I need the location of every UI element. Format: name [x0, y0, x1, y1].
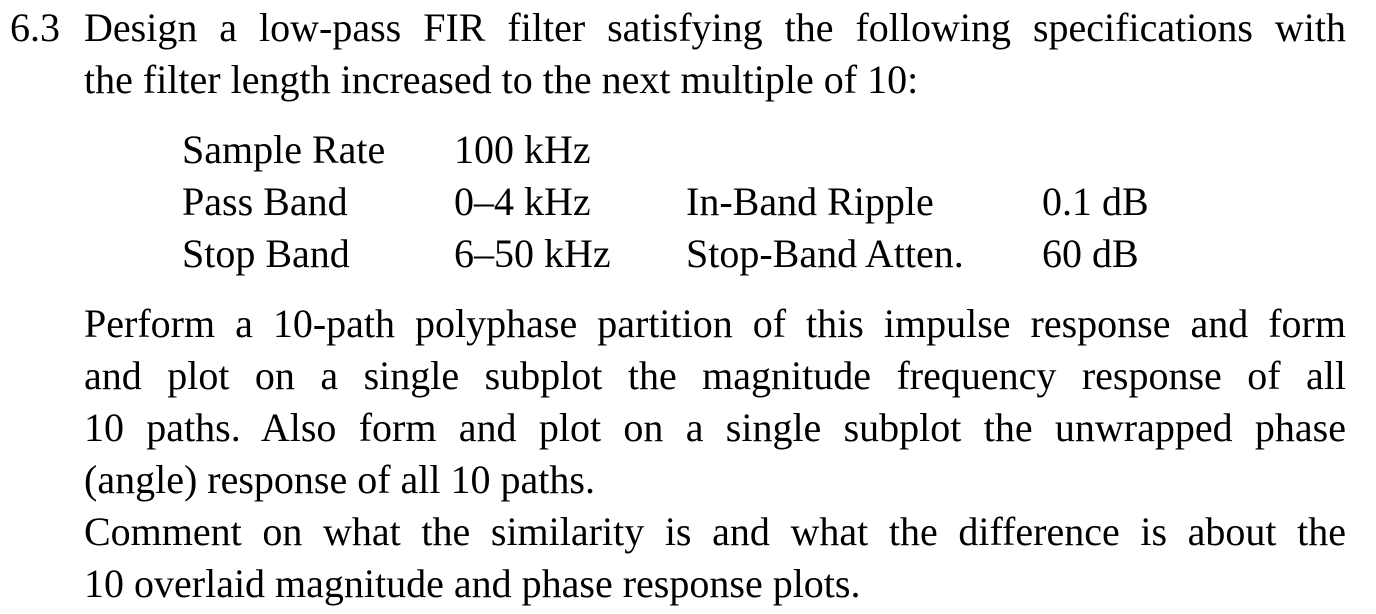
spec-label: Sample Rate [182, 127, 386, 172]
spec-value: 100 kHz [454, 127, 591, 172]
spec-value-2: 0.1 dB [1042, 179, 1149, 224]
spec-label-2: In-Band Ripple [686, 179, 934, 224]
problem-intro: Design a low-pass FIR filter satisfying … [84, 2, 1346, 106]
paragraph-line: and plot on a single subplot the magnitu… [84, 353, 1346, 398]
paragraph-line: (angle) response of all 10 paths. [84, 457, 595, 502]
spec-value: 0–4 kHz [454, 179, 591, 224]
intro-line: the filter length increased to the next … [84, 57, 919, 102]
paragraph-line: 10 paths. Also form and plot on a single… [84, 405, 1346, 450]
problem-number: 6.3 [10, 5, 60, 50]
paragraph-line: Comment on what the similarity is and wh… [84, 509, 1346, 554]
paragraph-line: Perform a 10-path polyphase partition of… [84, 301, 1346, 346]
paragraph-line: 10 overlaid magnitude and phase response… [84, 561, 861, 606]
spec-label-2: Stop-Band Atten. [686, 231, 964, 276]
spec-value-2: 60 dB [1042, 231, 1139, 276]
spec-label: Stop Band [182, 231, 350, 276]
intro-line: Design a low-pass FIR filter satisfying … [84, 5, 1346, 50]
spec-value: 6–50 kHz [454, 231, 611, 276]
spec-label: Pass Band [182, 179, 348, 224]
instructions-paragraph: Perform a 10-path polyphase partition of… [84, 298, 1346, 610]
